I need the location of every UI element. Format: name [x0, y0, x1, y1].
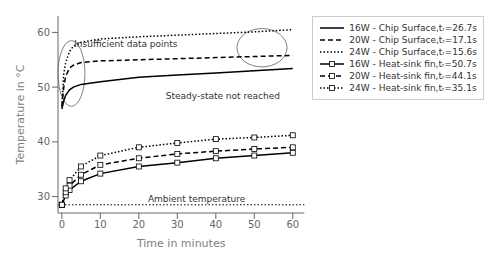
- svg-text:Steady-state not reached: Steady-state not reached: [166, 91, 280, 101]
- html-text:24W - Heat-sink fin,tᵣ=35.1s: 24W - Heat-sink fin,tᵣ=35.1s: [349, 83, 477, 93]
- svg-text:30: 30: [37, 191, 50, 202]
- svg-text:Ambient temperature: Ambient temperature: [148, 194, 246, 204]
- svg-text:50: 50: [248, 219, 261, 230]
- svg-text:50: 50: [37, 82, 50, 93]
- svg-text:20: 20: [132, 219, 145, 230]
- svg-text:30: 30: [171, 219, 184, 230]
- svg-text:10: 10: [94, 219, 107, 230]
- svg-text:60: 60: [37, 27, 50, 38]
- html-text:20W - Heat-sink fin,tᵣ=44.1s: 20W - Heat-sink fin,tᵣ=44.1s: [349, 71, 477, 81]
- svg-text:Insufficient data points: Insufficient data points: [74, 39, 178, 49]
- html-text:20W - Chip Surface,tᵣ=17.1s: 20W - Chip Surface,tᵣ=17.1s: [349, 35, 477, 45]
- svg-text:60: 60: [286, 219, 299, 230]
- svg-text:Time in minutes: Time in minutes: [136, 237, 226, 250]
- svg-text:40: 40: [37, 136, 50, 147]
- html-text:16W - Chip Surface,tᵣ=26.7s: 16W - Chip Surface,tᵣ=26.7s: [349, 23, 477, 33]
- html-text:24W - Chip Surface,tᵣ=15.6s: 24W - Chip Surface,tᵣ=15.6s: [349, 47, 477, 57]
- html-text:16W - Heat-sink fin,tᵣ=50.7s: 16W - Heat-sink fin,tᵣ=50.7s: [349, 59, 477, 69]
- svg-text:Temperature in °C: Temperature in °C: [14, 64, 27, 165]
- svg-text:40: 40: [209, 219, 222, 230]
- svg-text:0: 0: [59, 219, 65, 230]
